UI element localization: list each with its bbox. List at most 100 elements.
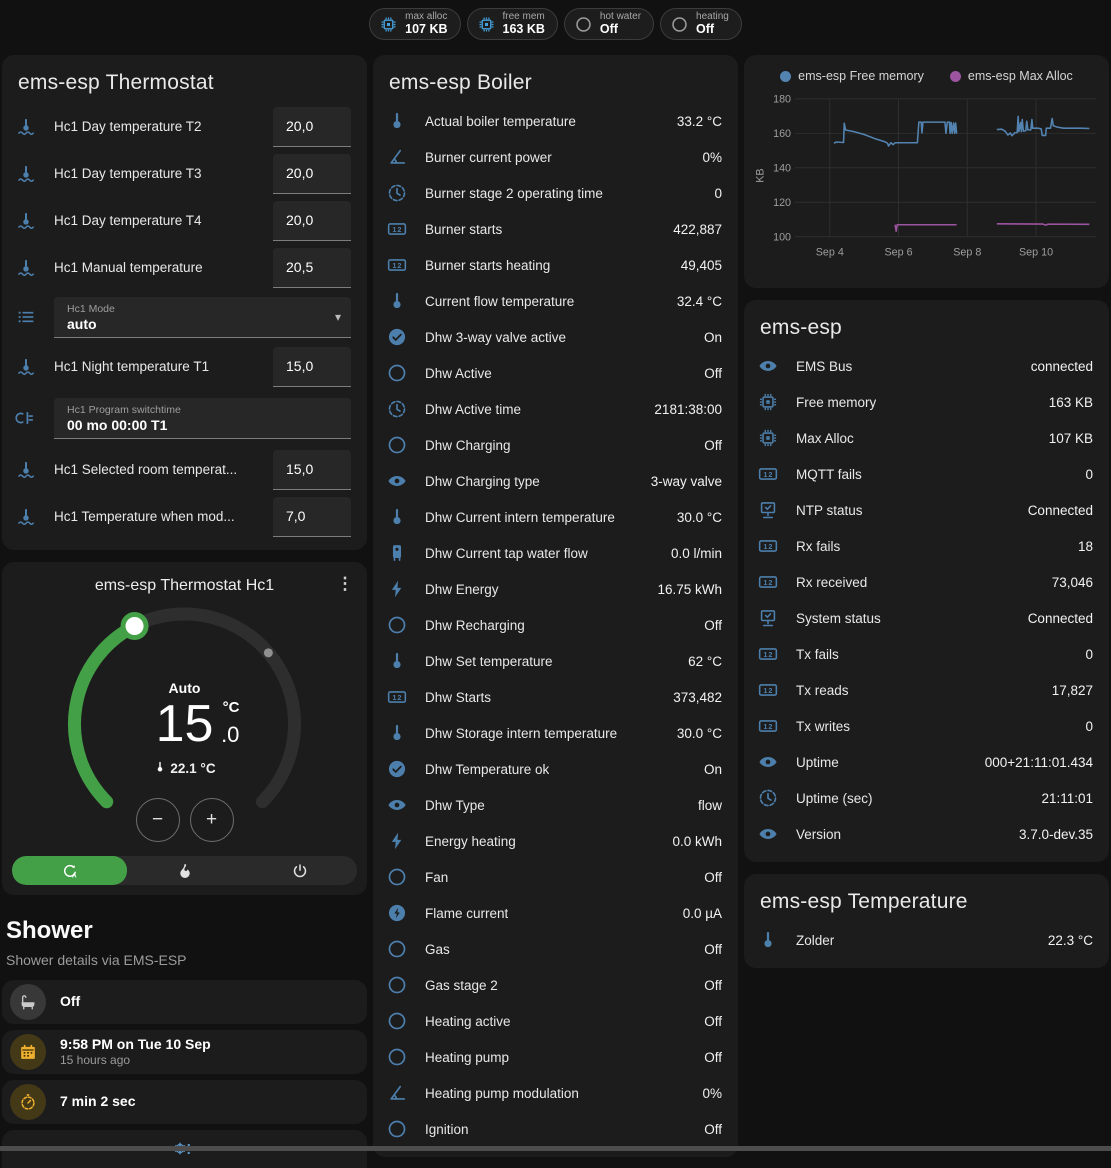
entity-label: Dhw Active time	[425, 401, 522, 417]
thermostat-hc1-title: ems-esp Thermostat Hc1	[94, 577, 275, 594]
shower-item[interactable]: 9:58 PM on Tue 10 Sep 15 hours ago	[2, 1030, 367, 1074]
input-value: 7,0	[286, 508, 306, 524]
entity-row[interactable]: Dhw Active time 2181:38:00	[373, 391, 738, 427]
entity-label: Tx writes	[796, 718, 850, 734]
entity-row[interactable]: Heating active Off	[373, 1003, 738, 1039]
badge-heating[interactable]: heating Off	[660, 8, 742, 40]
svg-text:2: 2	[768, 578, 772, 587]
shower-item[interactable]: Off	[2, 980, 367, 1024]
badge-free-mem[interactable]: free mem 163 KB	[466, 8, 558, 40]
entity-row[interactable]: Dhw Storage intern temperature 30.0 °C	[373, 715, 738, 751]
svg-text:2: 2	[397, 225, 401, 234]
entity-row[interactable]: 1 2 Tx writes 0	[744, 708, 1109, 744]
number-input[interactable]: 20,0	[273, 106, 351, 147]
entity-row[interactable]: Actual boiler temperature 33.2 °C	[373, 103, 738, 139]
badge-max-alloc[interactable]: max alloc 107 KB	[369, 8, 461, 40]
off-mode-button[interactable]	[242, 856, 357, 885]
thermostat-dial[interactable]	[2, 600, 367, 850]
heat-mode-button[interactable]	[127, 856, 242, 885]
entity-row[interactable]: 1 2 Rx received 73,046	[744, 564, 1109, 600]
entity-row[interactable]: Dhw 3-way valve active On	[373, 319, 738, 355]
svg-text:1: 1	[392, 693, 396, 702]
field-value: 00 mo 00:00 T1	[67, 416, 168, 433]
text-input[interactable]: Hc1 Program switchtime 00 mo 00:00 T1	[54, 397, 351, 439]
entity-row[interactable]: 1 2 MQTT fails 0	[744, 456, 1109, 492]
entity-row[interactable]: Heating pump modulation 0%	[373, 1075, 738, 1111]
svg-text:KB: KB	[755, 168, 767, 182]
entity-row[interactable]: Dhw Recharging Off	[373, 607, 738, 643]
entity-row[interactable]: Dhw Energy 16.75 kWh	[373, 571, 738, 607]
decrease-temperature-button[interactable]: −	[135, 798, 180, 842]
input-value: 15,0	[286, 461, 314, 477]
entity-row[interactable]: 1 2 Tx reads 17,827	[744, 672, 1109, 708]
entity-row[interactable]: Burner stage 2 operating time 0	[373, 175, 738, 211]
number-input[interactable]: 20,5	[273, 247, 351, 288]
number-input[interactable]: 15,0	[273, 449, 351, 490]
legend-item[interactable]: ems-esp Max Alloc	[949, 69, 1073, 83]
badge-hot-water[interactable]: hot water Off	[563, 8, 655, 40]
coolant-thermometer-icon	[14, 115, 38, 139]
entity-row[interactable]: Energy heating 0.0 kWh	[373, 823, 738, 859]
auto-mode-button[interactable]: A	[12, 856, 127, 885]
entity-row[interactable]: Uptime 000+21:11:01.434	[744, 744, 1109, 780]
entity-row[interactable]: Flame current 0.0 µA	[373, 895, 738, 931]
increase-temperature-button[interactable]: +	[189, 798, 234, 842]
dots-vertical-icon[interactable]: ⋮	[336, 574, 354, 593]
entity-value: 16.75 kWh	[657, 581, 722, 597]
entity-row[interactable]: Burner current power 0%	[373, 139, 738, 175]
number-input[interactable]: 15,0	[273, 346, 351, 387]
temperature-card-title: ems-esp Temperature	[760, 890, 968, 913]
legend-item[interactable]: ems-esp Free memory	[780, 69, 924, 83]
shower-item[interactable]: 7 min 2 sec	[2, 1080, 367, 1124]
entity-row[interactable]: Free memory 163 KB	[744, 384, 1109, 420]
entity-row[interactable]: Dhw Set temperature 62 °C	[373, 643, 738, 679]
entity-row[interactable]: 1 2 Burner starts 422,887	[373, 211, 738, 247]
entity-row[interactable]: Dhw Charging type 3-way valve	[373, 463, 738, 499]
badge-text: free mem 163 KB	[503, 12, 545, 36]
entity-row[interactable]: Dhw Active Off	[373, 355, 738, 391]
entity-label: Dhw Current intern temperature	[425, 509, 615, 525]
svg-text:1: 1	[392, 261, 396, 270]
entity-row[interactable]: 1 2 Tx fails 0	[744, 636, 1109, 672]
entity-row[interactable]: Dhw Type flow	[373, 787, 738, 823]
entity-row[interactable]: Dhw Temperature ok On	[373, 751, 738, 787]
entity-row[interactable]: Version 3.7.0-dev.35	[744, 816, 1109, 852]
entity-row[interactable]: Zolder 22.3 °C	[744, 922, 1109, 958]
entity-row[interactable]: Gas stage 2 Off	[373, 967, 738, 1003]
entity-label: Rx fails	[796, 538, 841, 554]
entity-value: 0	[714, 185, 722, 201]
entity-value: 0	[1085, 646, 1093, 662]
entity-row[interactable]: Uptime (sec) 21:11:01	[744, 780, 1109, 816]
shower-items: Off 9:58 PM on Tue 10 Sep 15 hours ago 7 mi…	[2, 980, 367, 1168]
number-input[interactable]: 20,0	[273, 153, 351, 194]
entity-row[interactable]: 1 2 Burner starts heating 49,405	[373, 247, 738, 283]
entity-row[interactable]: Fan Off	[373, 859, 738, 895]
entity-row[interactable]: Heating pump Off	[373, 1039, 738, 1075]
entity-value: On	[703, 761, 722, 777]
entity-row[interactable]: Max Alloc 107 KB	[744, 420, 1109, 456]
entity-row[interactable]: System status Connected	[744, 600, 1109, 636]
emsesp-rows: EMS Bus connected Free memory 163 KB Max All…	[744, 348, 1109, 862]
entity-row[interactable]: 1 2 Dhw Starts 373,482	[373, 679, 738, 715]
entity-row[interactable]: 1 2 Rx fails 18	[744, 528, 1109, 564]
number-input[interactable]: 7,0	[273, 496, 351, 537]
dial-knob[interactable]	[120, 611, 149, 640]
entity-label: Tx reads	[796, 682, 849, 698]
entity-row[interactable]: Dhw Current intern temperature 30.0 °C	[373, 499, 738, 535]
entity-row[interactable]: Ignition Off	[373, 1111, 738, 1147]
entity-row[interactable]: Dhw Charging Off	[373, 427, 738, 463]
thermostat-row: Hc1 Mode auto ▾	[2, 291, 367, 343]
entity-row[interactable]: Current flow temperature 32.4 °C	[373, 283, 738, 319]
mode-select[interactable]: Hc1 Mode auto ▾	[54, 296, 351, 338]
network-check-icon	[756, 606, 780, 630]
number-input[interactable]: 20,0	[273, 200, 351, 241]
column-middle: ems-esp Boiler Actual boiler temperature…	[373, 55, 738, 1157]
entity-row[interactable]: NTP status Connected	[744, 492, 1109, 528]
entity-row[interactable]: Dhw Current tap water flow 0.0 l/min	[373, 535, 738, 571]
entity-row[interactable]: EMS Bus connected	[744, 348, 1109, 384]
lightning-bolt-icon	[385, 829, 409, 853]
progress-clock-icon	[756, 786, 780, 810]
svg-text:Sep 10: Sep 10	[1019, 246, 1053, 258]
entity-row[interactable]: Gas Off	[373, 931, 738, 967]
